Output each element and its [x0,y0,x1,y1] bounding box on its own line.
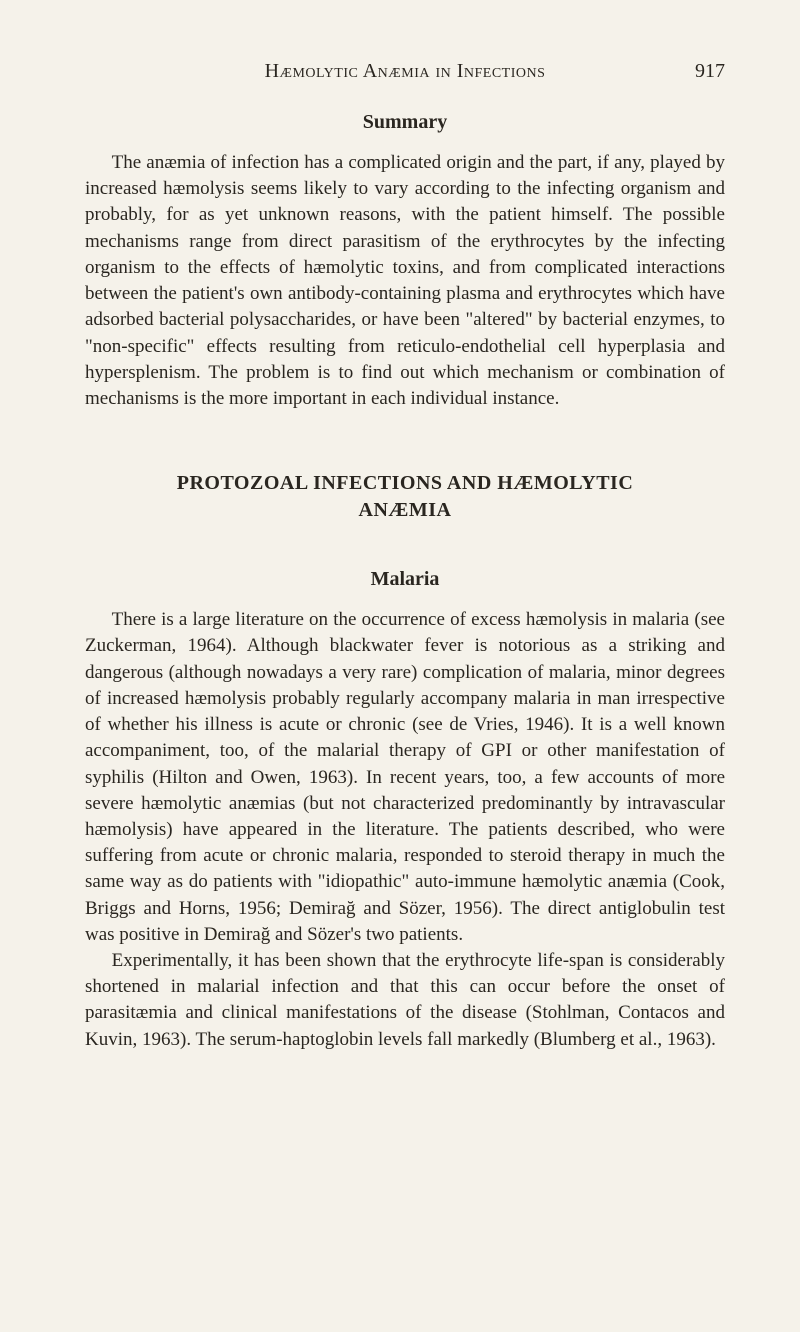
section-heading: PROTOZOAL INFECTIONS AND HÆMOLYTIC ANÆMI… [85,470,725,524]
summary-heading: Summary [85,111,725,134]
malaria-heading: Malaria [85,568,725,591]
malaria-paragraph-2: Experimentally, it has been shown that t… [85,948,725,1053]
page-number: 917 [665,60,725,83]
document-page: Hæmolytic Anæmia in Infections 917 Summa… [0,0,800,1332]
running-title: Hæmolytic Anæmia in Infections [145,60,665,83]
section-heading-line1: PROTOZOAL INFECTIONS AND HÆMOLYTIC [177,472,634,494]
running-head: Hæmolytic Anæmia in Infections 917 [85,60,725,83]
spacer [85,412,725,470]
section-heading-line2: ANÆMIA [359,499,452,521]
malaria-paragraph-1: There is a large literature on the occur… [85,607,725,948]
summary-paragraph: The anæmia of infection has a complicate… [85,150,725,412]
